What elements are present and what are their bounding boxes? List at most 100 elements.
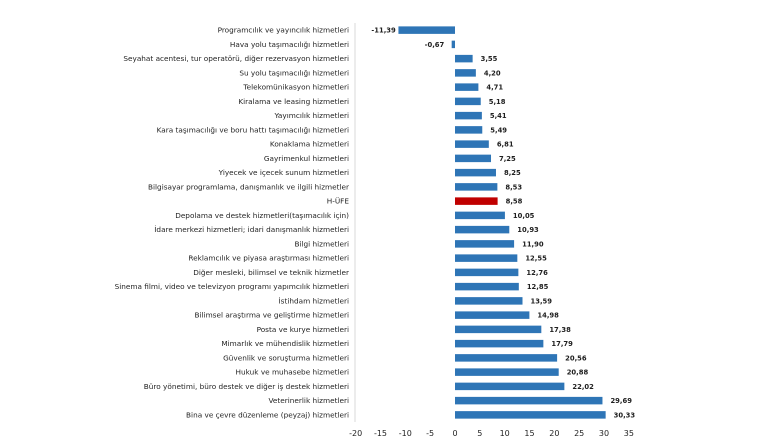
category-label: İstihdam hizmetleri	[279, 296, 349, 305]
x-tick-label: -5	[426, 429, 434, 438]
x-tick-labels: -20 -15 -10 -5 0 5 10 15 20 25 30 35	[349, 429, 634, 438]
value-label: 8,25	[504, 169, 521, 177]
value-label: 5,49	[490, 126, 507, 134]
bar	[455, 354, 558, 362]
value-label: 4,71	[486, 84, 503, 92]
value-label: 5,41	[490, 112, 507, 120]
category-label: Konaklama hizmetleri	[270, 140, 349, 149]
x-tick-label: 15	[524, 429, 534, 438]
bar-highlight	[455, 197, 498, 205]
bar	[455, 382, 565, 391]
category-label: Su yolu taşımacılığı hizmetleri	[239, 68, 349, 77]
value-label: 7,25	[499, 155, 516, 163]
x-tick-label: 30	[599, 429, 609, 438]
category-label: Veterinerlik hizmetleri	[269, 396, 350, 405]
value-label: 13,59	[531, 297, 553, 305]
bar	[455, 183, 498, 191]
x-tick-label: -20	[349, 429, 362, 438]
category-label: Yayımcılık hizmetleri	[273, 111, 349, 120]
value-label: 8,58	[506, 198, 523, 206]
x-tick-label: -10	[399, 429, 412, 438]
value-label: 12,76	[526, 269, 548, 277]
bar	[455, 225, 510, 234]
bar	[455, 168, 496, 177]
category-label: Gayrimenkul hizmetleri	[264, 154, 349, 163]
bar	[455, 140, 489, 148]
category-label: Programcılık ve yayıncılık hizmetleri	[218, 26, 349, 35]
x-tick-label: 35	[624, 429, 634, 438]
bar	[455, 339, 544, 348]
value-label: 17,38	[549, 326, 571, 334]
category-label: Kiralama ve leasing hizmetleri	[238, 97, 349, 106]
category-label: Bilgi hizmetleri	[294, 239, 349, 248]
x-tick-label: -15	[374, 429, 387, 438]
category-label: İdare merkezi hizmetleri; idari danışman…	[154, 225, 349, 234]
bar	[455, 83, 479, 91]
value-label: 8,53	[505, 183, 522, 191]
bar	[455, 282, 519, 291]
category-label: Diğer mesleki, bilimsel ve teknik hizmet…	[193, 268, 349, 277]
bar	[398, 26, 455, 34]
value-label: -0,67	[425, 41, 445, 49]
bar	[455, 325, 542, 334]
bar	[455, 211, 505, 220]
bar	[455, 54, 473, 63]
category-label: Mimarlık ve mühendislik hizmetleri	[221, 339, 349, 348]
value-label: 17,79	[551, 340, 573, 348]
value-label: 10,93	[517, 226, 539, 234]
value-label: 20,56	[565, 354, 587, 362]
value-label: 4,20	[484, 69, 501, 77]
bar	[455, 126, 483, 134]
bar	[451, 40, 455, 49]
category-label: Büro yönetimi, büro destek ve diğer iş d…	[144, 382, 349, 391]
category-label: Güvenlik ve soruşturma hizmetleri	[223, 353, 349, 362]
x-tick-label: 10	[500, 429, 510, 438]
category-label: Yiyecek ve içecek sunum hizmetleri	[218, 168, 349, 177]
category-label: Telekomünikasyon hizmetleri	[242, 83, 349, 92]
value-label: 3,55	[481, 55, 498, 63]
value-label: 12,55	[525, 255, 547, 263]
bar	[455, 240, 515, 248]
category-labels: Programcılık ve yayıncılık hizmetleri Hav…	[115, 26, 350, 420]
x-tick-label: 5	[477, 429, 482, 438]
category-label: Sinema filmi, video ve televizyon progra…	[115, 282, 349, 291]
value-label: 30,33	[614, 411, 636, 419]
bar	[455, 311, 530, 319]
bar	[455, 368, 559, 376]
value-label: 20,88	[567, 369, 589, 377]
value-label: 29,69	[610, 397, 632, 405]
bar	[455, 268, 519, 277]
value-label: 11,90	[522, 240, 544, 248]
category-label: H-ÜFE	[327, 197, 350, 206]
category-label: Hukuk ve muhasebe hizmetleri	[236, 368, 349, 377]
x-tick-label: 20	[549, 429, 559, 438]
value-labels: -11,39 -0,67 3,55 4,20 4,71 5,18 5,41 5,49 6,81 7…	[371, 27, 635, 420]
value-label: 14,98	[537, 312, 559, 320]
category-label: Bina ve çevre düzenleme (peyzaj) hizmetl…	[186, 410, 349, 419]
x-tick-label: 25	[574, 429, 584, 438]
bar	[455, 111, 482, 120]
value-label: 10,05	[513, 212, 535, 220]
value-label: -11,39	[371, 27, 396, 35]
value-label: 6,81	[497, 141, 514, 149]
category-label: Bilimsel araştırma ve geliştirme hizmetl…	[194, 311, 349, 320]
bar	[455, 254, 518, 262]
bar	[455, 411, 606, 419]
bar	[455, 297, 523, 305]
bar	[455, 69, 476, 77]
bar	[455, 154, 492, 163]
category-label: Hava yolu taşımacılığı hizmetleri	[230, 40, 349, 49]
bars	[398, 26, 606, 419]
category-label: Reklamcılık ve piyasa araştırması hizmet…	[188, 254, 349, 263]
bar	[455, 97, 481, 106]
category-label: Kara taşımacılığı ve boru hattı taşımacı…	[157, 125, 349, 134]
category-label: Bilgisayar programlama, danışmanlık ve i…	[148, 182, 349, 191]
value-label: 12,85	[527, 283, 549, 291]
value-label: 5,18	[489, 98, 506, 106]
category-label: Depolama ve destek hizmetleri(taşımacılı…	[175, 211, 349, 220]
value-label: 22,02	[572, 383, 594, 391]
category-label: Posta ve kurye hizmetleri	[257, 325, 349, 334]
x-tick-label: 0	[452, 429, 457, 438]
bar	[455, 396, 603, 405]
